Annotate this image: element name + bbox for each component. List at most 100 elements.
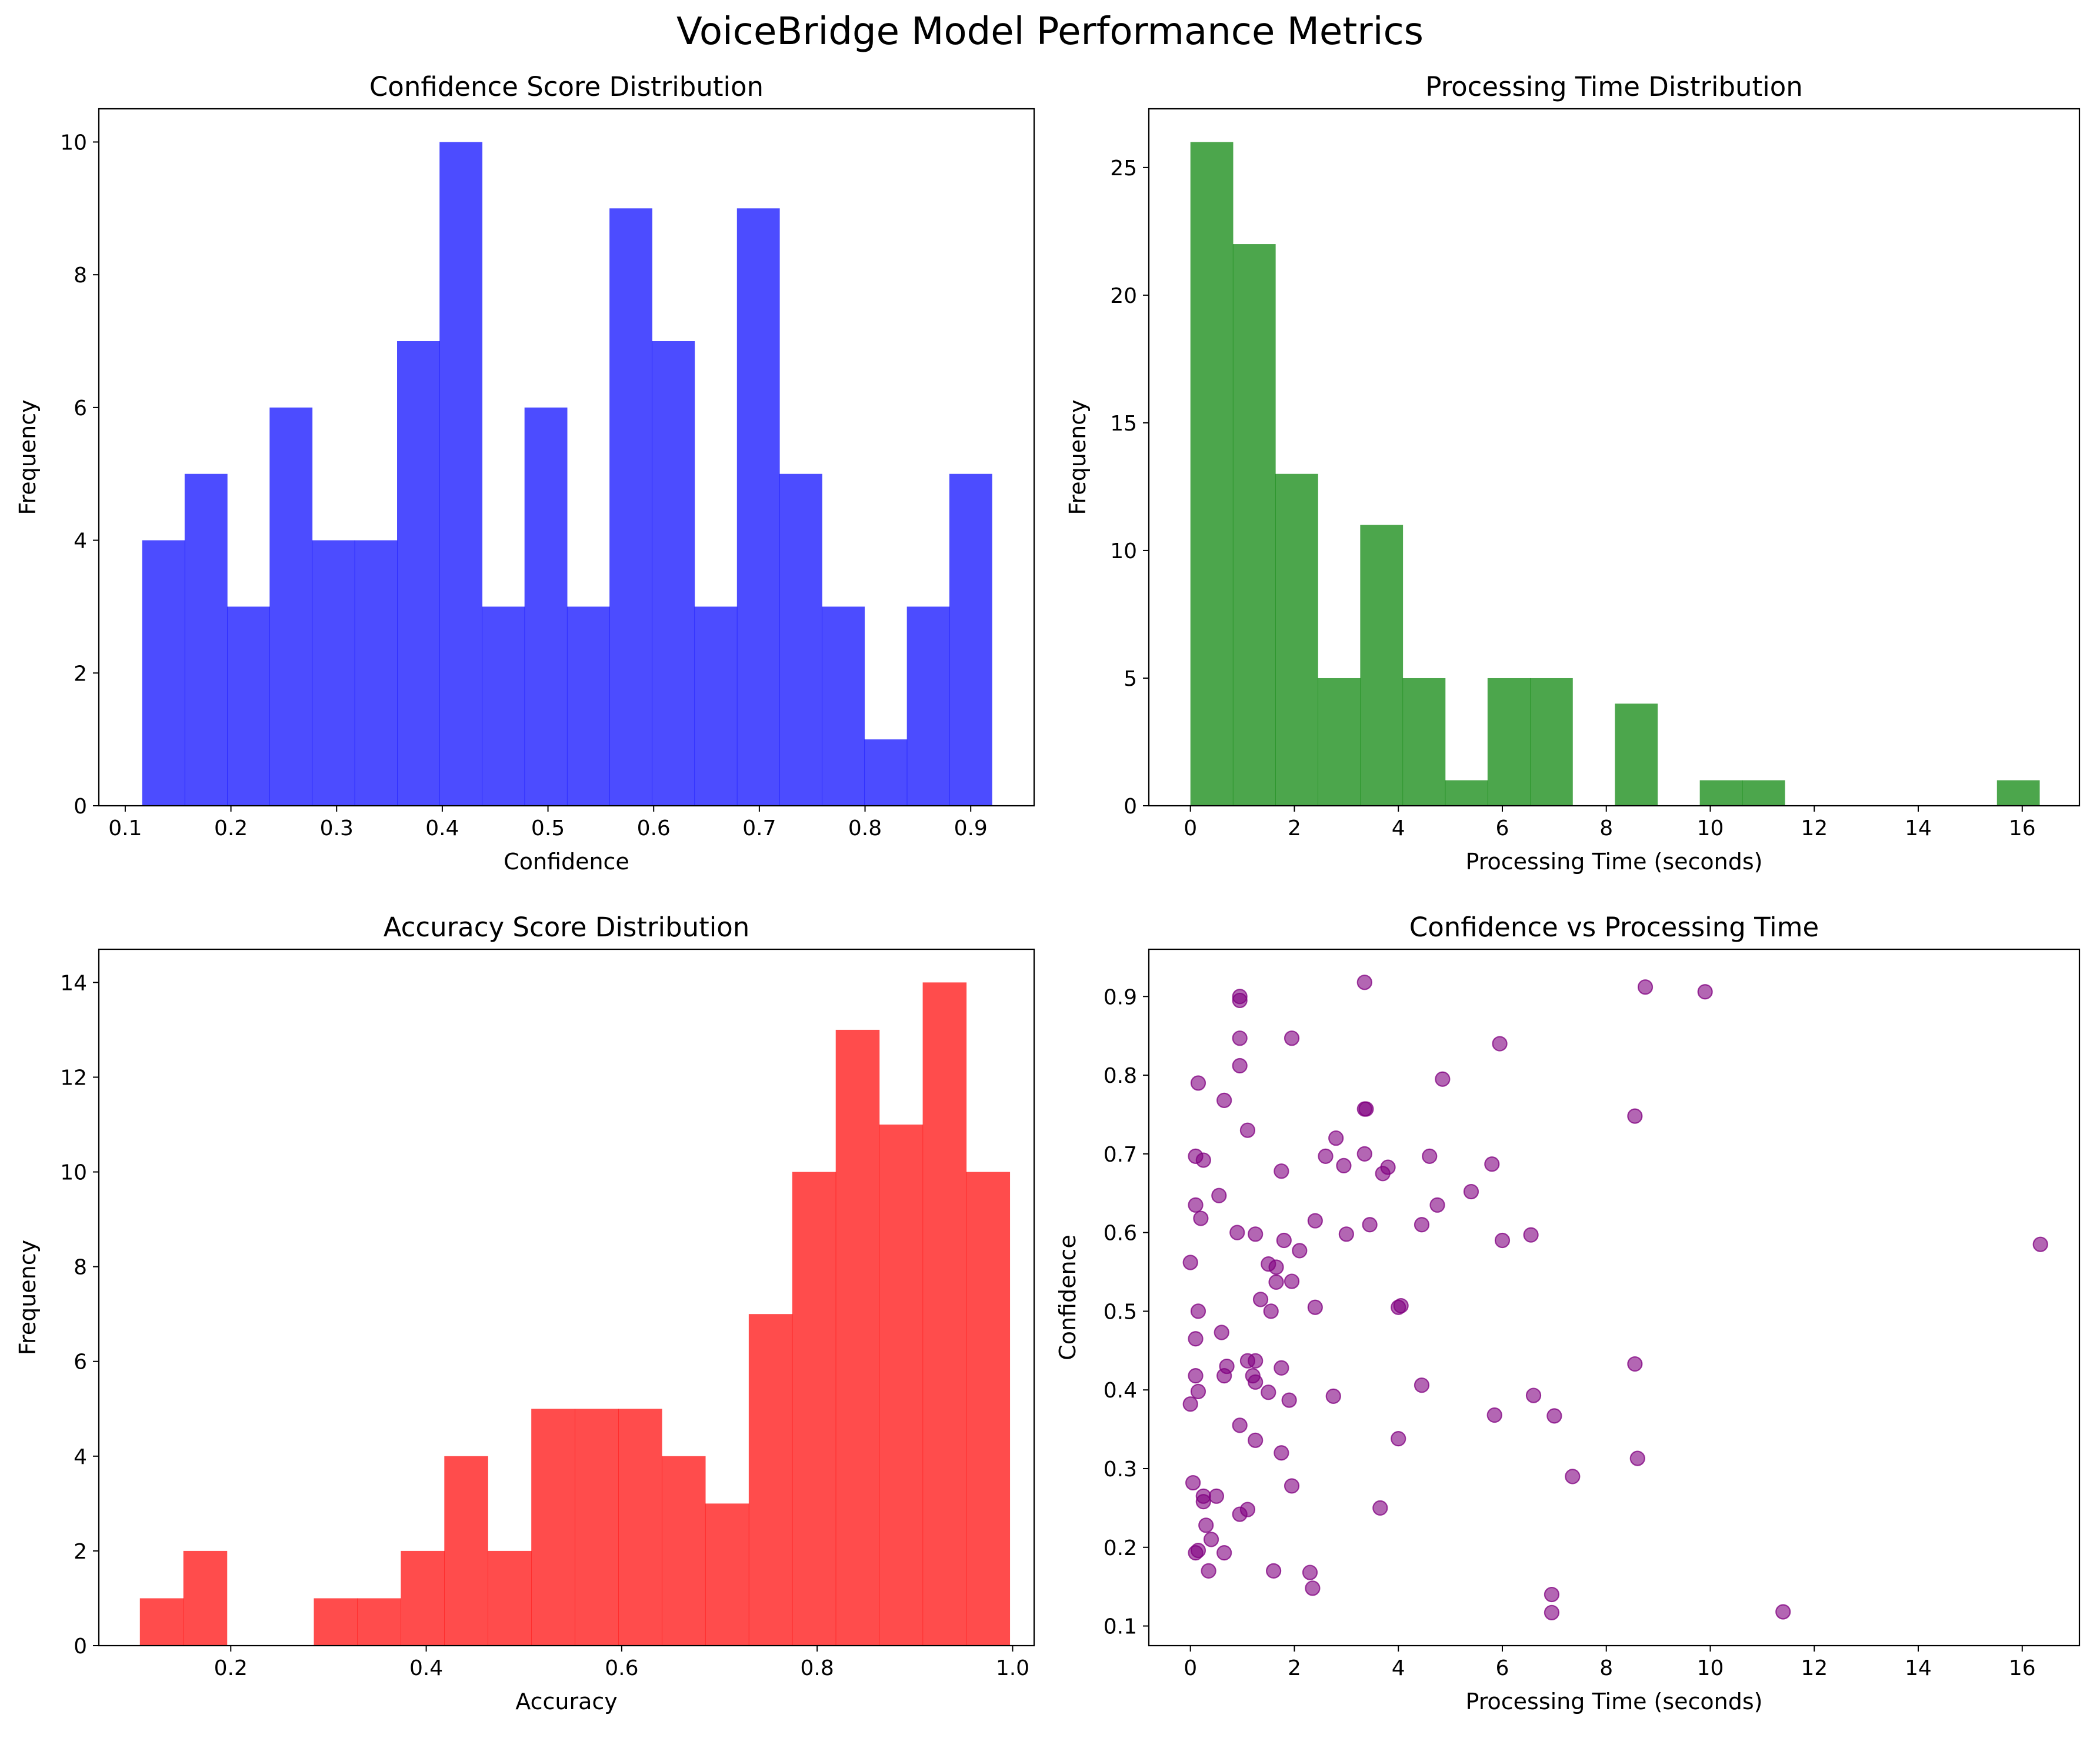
processing-time-hist-x-axis-label: Processing Time (seconds) <box>1465 849 1762 875</box>
confidence-vs-time-scatter-point <box>1232 992 1248 1009</box>
confidence-vs-time-scatter-point <box>1393 1297 1409 1314</box>
confidence-hist-x-axis-label: Confidence <box>504 849 629 875</box>
confidence-hist-bar <box>184 473 228 806</box>
confidence-vs-time-scatter-point <box>1182 1255 1198 1270</box>
processing-time-hist-bar <box>1530 678 1573 806</box>
confidence-vs-time-scatter-point <box>1284 1273 1300 1289</box>
confidence-vs-time-scatter-x-tick-label: 2 <box>1288 1656 1301 1680</box>
confidence-vs-time-scatter-point <box>1391 1431 1406 1447</box>
confidence-vs-time-scatter-x-tick-label: 16 <box>2009 1656 2036 1680</box>
confidence-hist-bar <box>609 208 652 806</box>
accuracy-hist-y-tick-label: 10 <box>60 1161 87 1185</box>
accuracy-hist-y-axis-label: Frequency <box>15 1240 41 1355</box>
confidence-vs-time-scatter-point <box>1268 1259 1284 1275</box>
processing-time-hist-y-tick-label: 25 <box>1110 156 1137 181</box>
processing-time-hist-x-tick-label: 8 <box>1599 816 1613 840</box>
confidence-hist-y-tick-label: 6 <box>74 396 87 421</box>
confidence-vs-time-scatter-point <box>1182 1396 1198 1412</box>
confidence-hist-bar <box>397 341 440 806</box>
accuracy-hist-bar <box>444 1456 488 1646</box>
confidence-vs-time-scatter-point <box>1203 1532 1219 1547</box>
confidence-vs-time-scatter-point <box>1232 1506 1248 1522</box>
confidence-vs-time-scatter-y-tick-label: 0.2 <box>1104 1536 1137 1560</box>
confidence-vs-time-scatter-axes-frame <box>1148 948 2081 1647</box>
confidence-vs-time-scatter-point <box>1523 1227 1539 1243</box>
confidence-vs-time-scatter-point <box>1356 975 1372 990</box>
confidence-vs-time-scatter-point <box>1484 1156 1500 1172</box>
confidence-hist-y-tick-label: 0 <box>74 795 87 819</box>
confidence-vs-time-scatter-point <box>1274 1445 1289 1461</box>
accuracy-hist-bar <box>835 1029 880 1646</box>
confidence-vs-time-scatter-y-tick-label: 0.3 <box>1104 1457 1137 1482</box>
confidence-hist-x-tick-label: 0.2 <box>214 816 248 840</box>
confidence-vs-time-scatter-point <box>1627 1356 1643 1372</box>
confidence-vs-time-scatter-point <box>1307 1213 1323 1229</box>
confidence-vs-time-scatter-point <box>1307 1299 1323 1315</box>
confidence-hist-bar <box>142 540 185 806</box>
confidence-vs-time-scatter-x-tick-label: 12 <box>1801 1656 1828 1680</box>
processing-time-hist-bar <box>1360 525 1404 806</box>
confidence-vs-time-scatter-point <box>1195 1152 1211 1168</box>
accuracy-hist-x-tick-label: 0.6 <box>605 1656 638 1680</box>
confidence-hist-bar <box>227 606 270 806</box>
confidence-vs-time-scatter-point <box>1338 1226 1354 1242</box>
processing-time-hist-bar <box>1275 473 1318 806</box>
confidence-vs-time-scatter-point <box>1284 1478 1300 1494</box>
confidence-vs-time-scatter-y-axis-label: Confidence <box>1055 1235 1081 1360</box>
processing-time-hist-bar <box>1232 244 1276 806</box>
accuracy-hist-y-tick-label: 4 <box>74 1445 87 1469</box>
accuracy-hist-bar <box>792 1172 836 1646</box>
accuracy-hist-y-tick-label: 0 <box>74 1634 87 1659</box>
processing-time-hist-bar <box>1742 780 1785 806</box>
accuracy-hist-bar <box>183 1550 228 1646</box>
accuracy-hist-title: Accuracy Score Distribution <box>384 912 750 943</box>
confidence-vs-time-scatter-point <box>1627 1108 1643 1124</box>
confidence-hist-y-axis-label: Frequency <box>15 399 41 515</box>
confidence-vs-time-scatter-point <box>1216 1368 1232 1384</box>
confidence-hist-bar <box>906 606 950 806</box>
confidence-vs-time-scatter-x-tick-label: 0 <box>1184 1656 1197 1680</box>
confidence-vs-time-scatter-point <box>1544 1604 1560 1620</box>
confidence-vs-time-scatter-point <box>1325 1388 1341 1405</box>
confidence-vs-time-scatter-point <box>1775 1604 1791 1620</box>
processing-time-hist-bar <box>1318 678 1361 806</box>
accuracy-hist-bar <box>879 1125 924 1646</box>
confidence-vs-time-scatter-point <box>1486 1407 1502 1423</box>
confidence-vs-time-scatter-y-tick-label: 0.1 <box>1104 1615 1137 1639</box>
confidence-hist-bar <box>269 407 313 806</box>
accuracy-hist-y-tick-label: 8 <box>74 1256 87 1280</box>
confidence-vs-time-scatter-point <box>1190 1383 1206 1399</box>
confidence-vs-time-scatter-point <box>1356 1146 1372 1162</box>
accuracy-hist-bar <box>575 1409 619 1646</box>
accuracy-hist-bar <box>661 1456 706 1646</box>
confidence-hist-bar <box>736 208 780 806</box>
accuracy-hist-axes-frame <box>98 948 1035 1647</box>
confidence-vs-time-scatter-point <box>1546 1408 1562 1424</box>
confidence-vs-time-scatter-point <box>1302 1564 1318 1580</box>
confidence-vs-time-scatter-x-tick-label: 8 <box>1599 1656 1613 1680</box>
processing-time-hist-bar <box>1402 678 1446 806</box>
confidence-vs-time-scatter-point <box>1276 1232 1292 1249</box>
confidence-vs-time-scatter-point <box>1248 1374 1264 1390</box>
confidence-vs-time-scatter-y-tick-label: 0.9 <box>1104 985 1137 1009</box>
confidence-vs-time-scatter-point <box>1214 1325 1229 1340</box>
confidence-vs-time-scatter-point <box>1281 1392 1297 1408</box>
confidence-vs-time-scatter-point <box>1261 1385 1276 1400</box>
confidence-vs-time-scatter-point <box>1358 1101 1374 1117</box>
confidence-vs-time-scatter-point <box>1318 1148 1334 1164</box>
confidence-vs-time-scatter-y-tick-label: 0.4 <box>1104 1379 1137 1403</box>
processing-time-hist-x-tick-label: 10 <box>1697 816 1724 840</box>
confidence-vs-time-scatter-point <box>1190 1075 1206 1091</box>
confidence-vs-time-scatter-point <box>1248 1226 1264 1242</box>
accuracy-hist-bar <box>357 1598 401 1646</box>
processing-time-hist-x-tick-label: 16 <box>2009 816 2036 840</box>
confidence-hist-y-tick-label: 10 <box>60 131 87 155</box>
confidence-hist-y-tick-label: 2 <box>74 662 87 686</box>
confidence-vs-time-scatter-panel: 0 2 4 6 8 10 12 14 16 0.1 0.2 0.3 0.4 0.5 0.6 0.7 0.8 0.9… <box>1055 912 2081 1714</box>
accuracy-hist-y-tick-label: 6 <box>74 1350 87 1375</box>
figure-title: VoiceBridge Model Performance Metrics <box>676 10 1424 54</box>
confidence-hist-bar <box>822 606 865 806</box>
confidence-vs-time-scatter-x-tick-label: 4 <box>1392 1656 1405 1680</box>
processing-time-hist-y-tick-label: 15 <box>1110 412 1137 436</box>
confidence-vs-time-scatter-point <box>2032 1236 2048 1252</box>
